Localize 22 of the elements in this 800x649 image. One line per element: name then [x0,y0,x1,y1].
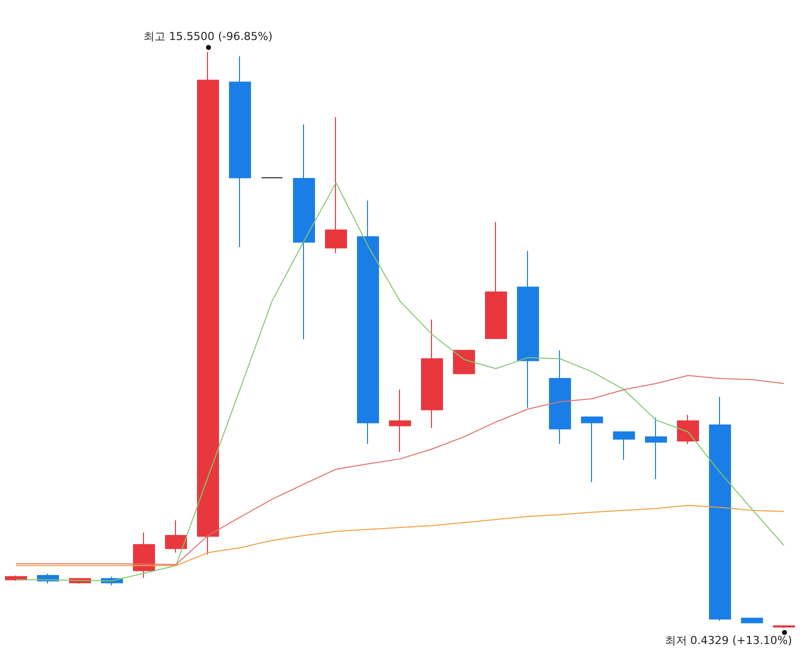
candlestick [517,250,539,408]
candlestick [229,56,251,248]
candlestick [581,416,603,483]
candlestick [645,417,667,480]
candlestick [293,124,315,340]
candlestick [549,350,571,445]
candlestick [133,532,155,578]
candlestick [357,200,379,445]
text: 최저 0.4329 (+13.10%) [664,634,792,647]
candlestick [773,625,795,628]
candlestick [485,221,507,340]
candlestick [421,318,443,429]
candlestick [197,52,219,556]
candlestick [709,396,731,622]
candlestick [677,414,699,445]
candlestick [389,389,411,453]
candlestick [325,116,347,254]
annotation: 최고 15.5500 (-96.85%) [144,30,272,43]
candlestick [613,431,635,461]
candlestick [165,520,187,554]
candlestick [741,618,763,624]
candlestick [453,350,475,374]
